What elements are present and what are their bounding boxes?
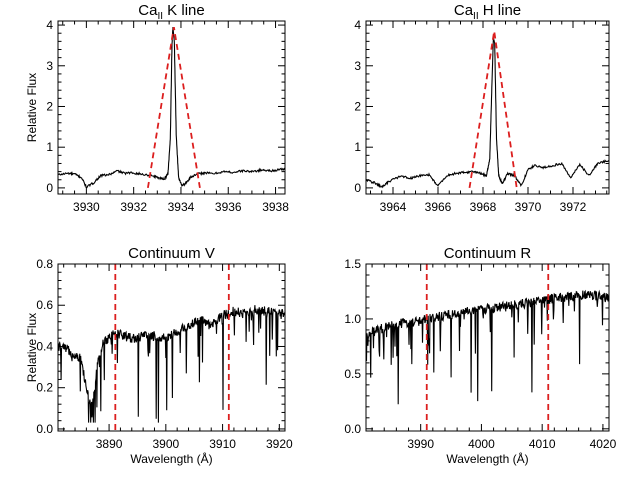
y-tick-label: 0.0 bbox=[36, 422, 53, 436]
y-tick-label: 0.2 bbox=[36, 381, 53, 395]
x-tick-label: 4020 bbox=[590, 437, 617, 451]
y-tick-label: 0.8 bbox=[36, 257, 53, 271]
y-tick-label: 4 bbox=[46, 18, 53, 32]
chart-title: CaII H line bbox=[454, 2, 521, 22]
y-tick-label: 0 bbox=[354, 181, 361, 195]
y-tick-label: 3 bbox=[354, 59, 361, 73]
chart-panel-1: 3930 3932 3934 3936 3938 0 1 2 3 4 CaII K line Rela… bbox=[25, 2, 289, 214]
axes-frame bbox=[57, 263, 286, 432]
x-tick-label: 3932 bbox=[120, 200, 147, 214]
fit-dashed-line bbox=[468, 31, 518, 189]
plot-area bbox=[58, 264, 285, 431]
x-tick-label: 3990 bbox=[407, 437, 434, 451]
spectrum-line bbox=[58, 305, 285, 423]
y-tick-label: 0.4 bbox=[36, 339, 53, 353]
x-tick-label: 3910 bbox=[209, 437, 236, 451]
x-tick-label: 3920 bbox=[266, 437, 293, 451]
spectrum-line bbox=[58, 27, 285, 189]
plot-area bbox=[366, 264, 609, 431]
axes-frame bbox=[57, 20, 286, 195]
chart-title: CaII K line bbox=[138, 2, 204, 22]
x-tick-label: 4000 bbox=[468, 437, 495, 451]
x-tick-label: 3970 bbox=[515, 200, 542, 214]
y-tick-label: 0.6 bbox=[36, 298, 53, 312]
fit-dashed-line bbox=[147, 26, 201, 189]
y-tick-label: 1.5 bbox=[344, 257, 361, 271]
x-tick-label: 3964 bbox=[380, 200, 407, 214]
axes-frame bbox=[365, 20, 610, 195]
x-tick-label: 3930 bbox=[73, 200, 100, 214]
y-tick-label: 1 bbox=[46, 140, 53, 154]
x-axis-label: Wavelength (Å) bbox=[446, 451, 528, 466]
x-tick-label: 3934 bbox=[168, 200, 195, 214]
plot-area bbox=[58, 26, 285, 189]
chart-title: Continuum R bbox=[444, 245, 532, 262]
y-tick-label: 2 bbox=[46, 99, 53, 113]
spectrum-line bbox=[366, 289, 609, 405]
y-tick-label: 1 bbox=[354, 140, 361, 154]
x-axis-label: Wavelength (Å) bbox=[130, 451, 212, 466]
y-axis-label: Relative Flux bbox=[25, 73, 39, 142]
x-tick-label: 3936 bbox=[215, 200, 242, 214]
spectrum-line bbox=[366, 37, 609, 189]
x-tick-label: 3968 bbox=[470, 200, 497, 214]
y-tick-label: 4 bbox=[354, 18, 361, 32]
y-tick-label: 1.0 bbox=[344, 312, 361, 326]
chart-panel-3: 3890 3900 3910 3920 0.0 0.2 0.4 0.6 0.8 Continuum… bbox=[25, 245, 293, 466]
y-tick-label: 0.0 bbox=[344, 422, 361, 436]
axes-frame bbox=[365, 263, 610, 432]
x-tick-label: 3966 bbox=[425, 200, 452, 214]
y-tick-label: 3 bbox=[46, 59, 53, 73]
y-axis-label: Relative Flux bbox=[25, 313, 39, 382]
plot-area bbox=[366, 31, 609, 189]
y-tick-label: 0.5 bbox=[344, 367, 361, 381]
chart-title: Continuum V bbox=[128, 245, 215, 262]
x-tick-label: 3938 bbox=[262, 200, 289, 214]
chart-panel-2: 3964 3966 3968 3970 3972 0 1 2 3 4 CaII H line bbox=[354, 2, 610, 214]
x-tick-label: 3890 bbox=[96, 437, 123, 451]
y-tick-label: 0 bbox=[46, 181, 53, 195]
x-tick-label: 4010 bbox=[529, 437, 556, 451]
y-tick-label: 2 bbox=[354, 99, 361, 113]
chart-panel-4: 3990 4000 4010 4020 0.0 0.5 1.0 1.5 Continuum R W… bbox=[344, 245, 616, 466]
x-tick-label: 3900 bbox=[152, 437, 179, 451]
x-tick-label: 3972 bbox=[560, 200, 587, 214]
